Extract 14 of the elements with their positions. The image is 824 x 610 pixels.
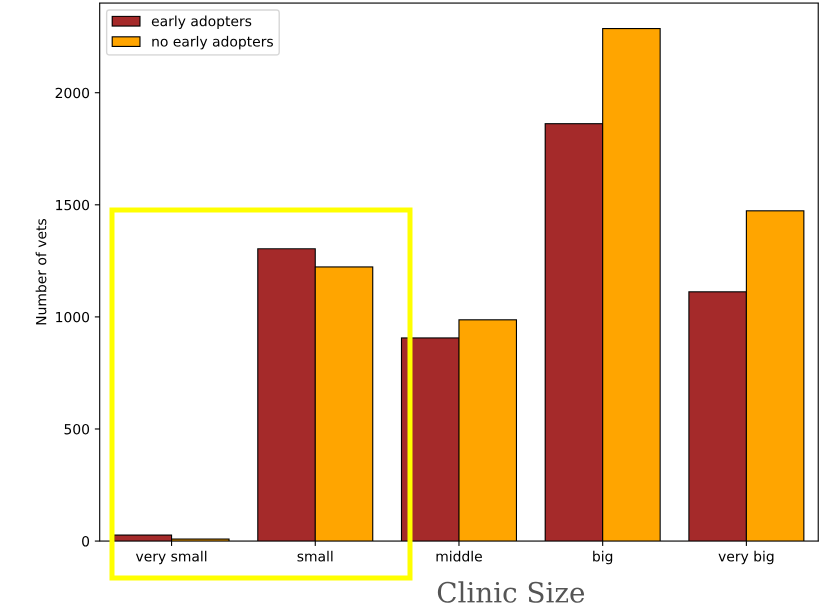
y-tick-label: 2000 [56,88,90,98]
y-tick-label: 0 [82,536,90,547]
y-tick-label: 1000 [56,312,90,322]
x-axis-title: Clinic Size [438,581,584,603]
x-tick-label: middle [436,550,482,562]
x-tick-label: small [298,550,332,562]
x-tick-label: very big [718,550,774,564]
legend-label: no early adopters [152,36,273,50]
y-axis-title: Number of vets [36,219,46,324]
x-tick-label: big [593,550,612,564]
y-tick-label: 1500 [56,200,90,210]
legend-label: early adopters [152,16,252,29]
x-tick-label: very small [136,550,206,564]
y-tick-label: 500 [64,424,90,434]
